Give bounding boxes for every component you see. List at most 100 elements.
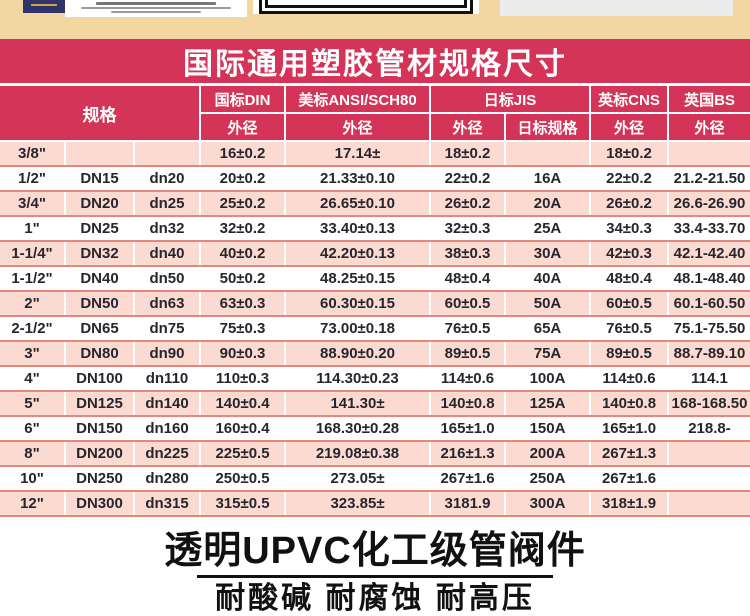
table-cell: 218.8- — [669, 417, 750, 440]
table-cell — [135, 142, 199, 165]
table-cell: 25A — [506, 217, 589, 240]
table-cell: dn140 — [135, 392, 199, 415]
table-cell: 32±0.3 — [431, 217, 504, 240]
table-cell: 216±1.3 — [431, 442, 504, 465]
table-cell: 250A — [506, 467, 589, 490]
table-cell: DN15 — [66, 167, 133, 190]
table-cell: dn110 — [135, 367, 199, 390]
table-cell: DN250 — [66, 467, 133, 490]
table-cell: 60±0.5 — [591, 292, 667, 315]
table-cell: DN25 — [66, 217, 133, 240]
table-cell: 40±0.2 — [201, 242, 284, 265]
table-cell: 10" — [0, 467, 64, 490]
table-cell: 38±0.3 — [431, 242, 504, 265]
top-image-strip — [0, 0, 750, 39]
table-cell: 160±0.4 — [201, 417, 284, 440]
table-cell: dn40 — [135, 242, 199, 265]
table-cell: 75.1-75.50 — [669, 317, 750, 340]
report-text-line — [111, 11, 201, 13]
certificate-frame-edge — [265, 0, 467, 8]
table-cell: 18±0.2 — [591, 142, 667, 165]
table-cell: 150A — [506, 417, 589, 440]
table-cell: 88.90±0.20 — [286, 342, 429, 365]
table-body: 3/8" 16±0.2 17.14± 18±0.2 18±0.2 1/2" DN15 dn20… — [0, 140, 750, 517]
header-jis: 日标JIS — [431, 86, 589, 112]
table-cell: 141.30± — [286, 392, 429, 415]
table-cell: 42.1-42.40 — [669, 242, 750, 265]
table-cell: dn160 — [135, 417, 199, 440]
table-cell: 318±1.9 — [591, 492, 667, 515]
table-cell: 26.65±0.10 — [286, 192, 429, 215]
table-cell: 250±0.5 — [201, 467, 284, 490]
table-cell: 73.00±0.18 — [286, 317, 429, 340]
table-cell: 3/4" — [0, 192, 64, 215]
table-row: 1" DN25 dn32 32±0.2 33.40±0.13 32±0.3 25A 34±0.… — [0, 215, 750, 240]
table-cell: 1-1/2" — [0, 267, 64, 290]
table-cell — [506, 142, 589, 165]
table-row: 8" DN200 dn225 225±0.5 219.08±0.38 216±1.3 200… — [0, 440, 750, 465]
table-cell: 114.1 — [669, 367, 750, 390]
table-cell: 22±0.2 — [431, 167, 504, 190]
table-cell: 60.1-60.50 — [669, 292, 750, 315]
table-cell: 5" — [0, 392, 64, 415]
table-cell: 114.30±0.23 — [286, 367, 429, 390]
footer-underline — [197, 575, 553, 578]
table-cell: 3/8" — [0, 142, 64, 165]
header-cns: 英标CNS — [591, 86, 667, 112]
page-title: 国际通用塑胶管材规格尺寸 — [183, 48, 567, 81]
table-cell: 33.4-33.70 — [669, 217, 750, 240]
table-cell: DN300 — [66, 492, 133, 515]
table-cell: dn50 — [135, 267, 199, 290]
table-cell: 48.1-48.40 — [669, 267, 750, 290]
header-bs: 英国BS — [669, 86, 750, 112]
table-cell: DN20 — [66, 192, 133, 215]
table-cell: 3181.9 — [431, 492, 504, 515]
table-cell: dn225 — [135, 442, 199, 465]
table-cell: 16A — [506, 167, 589, 190]
subheader-din-od: 外径 — [201, 114, 284, 140]
table-cell: 48.25±0.15 — [286, 267, 429, 290]
table-cell: 20±0.2 — [201, 167, 284, 190]
table-cell: 26±0.2 — [431, 192, 504, 215]
table-cell: 300A — [506, 492, 589, 515]
table-cell: 18±0.2 — [431, 142, 504, 165]
table-cell — [669, 142, 750, 165]
table-cell: DN150 — [66, 417, 133, 440]
table-row: 4" DN100 dn110 110±0.3 114.30±0.23 114±0.6 100… — [0, 365, 750, 390]
table-cell: 63±0.3 — [201, 292, 284, 315]
table-cell: DN125 — [66, 392, 133, 415]
table-cell: 16±0.2 — [201, 142, 284, 165]
table-row: 12" DN300 dn315 315±0.5 323.85± 3181.9 300A 318… — [0, 490, 750, 515]
table-cell: 26.6-26.90 — [669, 192, 750, 215]
table-cell: dn20 — [135, 167, 199, 190]
table-row: 3/8" 16±0.2 17.14± 18±0.2 18±0.2 — [0, 140, 750, 165]
subheader-bs-od: 外径 — [669, 114, 750, 140]
table-cell: 267±1.6 — [431, 467, 504, 490]
table-cell: dn90 — [135, 342, 199, 365]
table-cell: DN200 — [66, 442, 133, 465]
table-cell: 42.20±0.13 — [286, 242, 429, 265]
table-cell: 42±0.3 — [591, 242, 667, 265]
table-cell: DN65 — [66, 317, 133, 340]
subheader-jis-od: 外径 — [431, 114, 504, 140]
table-cell: 30A — [506, 242, 589, 265]
table-cell: dn75 — [135, 317, 199, 340]
table-cell: 110±0.3 — [201, 367, 284, 390]
table-row: 1-1/2" DN40 dn50 50±0.2 48.25±0.15 48±0.4 40A 4… — [0, 265, 750, 290]
table-cell: 89±0.5 — [431, 342, 504, 365]
table-row: 2-1/2" DN65 dn75 75±0.3 73.00±0.18 76±0.5 65A 7… — [0, 315, 750, 340]
framed-certificate-thumbnail-cutoff — [253, 0, 479, 14]
table-cell — [669, 492, 750, 515]
table-cell: 200A — [506, 442, 589, 465]
table-cell: 165±1.0 — [591, 417, 667, 440]
table-cell: 225±0.5 — [201, 442, 284, 465]
table-cell: DN32 — [66, 242, 133, 265]
table-cell: 267±1.3 — [591, 442, 667, 465]
table-cell: 60.30±0.15 — [286, 292, 429, 315]
table-cell — [669, 442, 750, 465]
table-cell: 168.30±0.28 — [286, 417, 429, 440]
subheader-ansi-od: 外径 — [286, 114, 429, 140]
table-cell: 140±0.8 — [591, 392, 667, 415]
table-cell: 50±0.2 — [201, 267, 284, 290]
table-cell: 75±0.3 — [201, 317, 284, 340]
